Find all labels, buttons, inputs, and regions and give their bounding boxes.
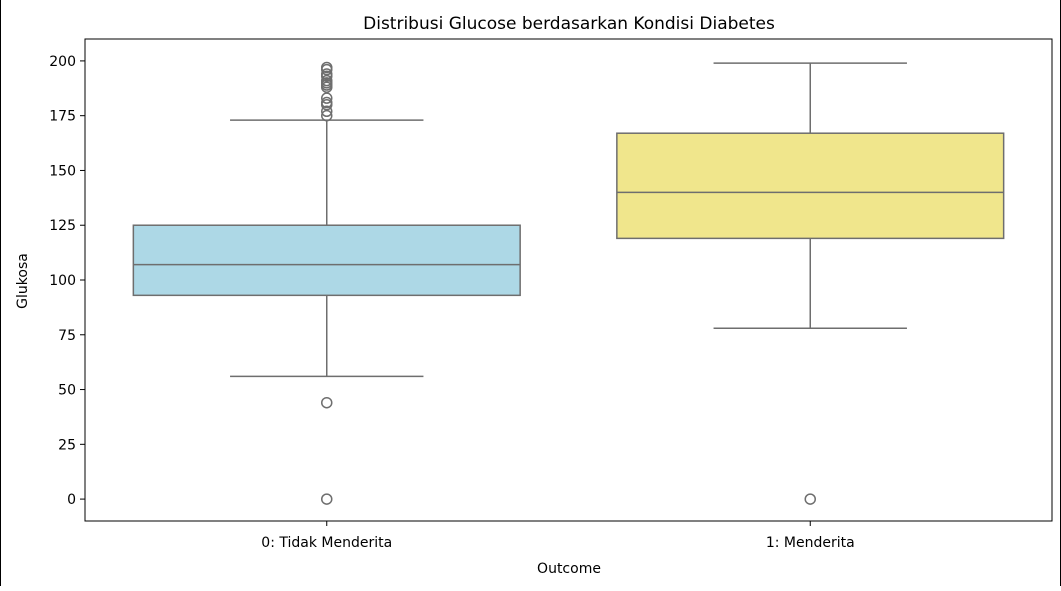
x-axis-label: Outcome xyxy=(537,561,601,577)
x-tick-label: 0: Tidak Menderita xyxy=(261,535,392,551)
outlier-point xyxy=(321,61,333,74)
outlier-point xyxy=(321,74,333,87)
y-tick-label: 0 xyxy=(67,492,76,508)
y-tick-label: 100 xyxy=(49,273,76,289)
y-tick-label: 75 xyxy=(58,328,76,344)
outlier-point xyxy=(321,105,333,118)
outlier-point xyxy=(804,493,816,505)
outlier-point xyxy=(321,92,333,104)
outlier-point xyxy=(321,109,333,122)
outlier-point xyxy=(321,68,333,80)
plot-area: 0 25 50 75 100 125 150 175 200 0: Tidak Menderita… xyxy=(49,38,1053,551)
x-tick-label: 1: Menderita xyxy=(766,535,855,551)
outlier-point xyxy=(321,396,333,409)
chart-title: Distribusi Glucose berdasarkan Kondisi D… xyxy=(363,14,775,34)
y-tick-label: 50 xyxy=(58,383,76,399)
y-tick-label: 25 xyxy=(58,437,76,453)
box-iqr xyxy=(132,224,521,297)
y-axis-label: Glukosa xyxy=(15,253,31,309)
y-tick-label: 175 xyxy=(49,109,76,125)
y-tick-label: 150 xyxy=(49,163,76,179)
outlier-point xyxy=(321,96,333,109)
box-iqr xyxy=(616,132,1005,240)
y-tick-label: 125 xyxy=(49,218,76,234)
outlier-point xyxy=(321,493,333,505)
y-tick-label: 200 xyxy=(49,54,76,70)
